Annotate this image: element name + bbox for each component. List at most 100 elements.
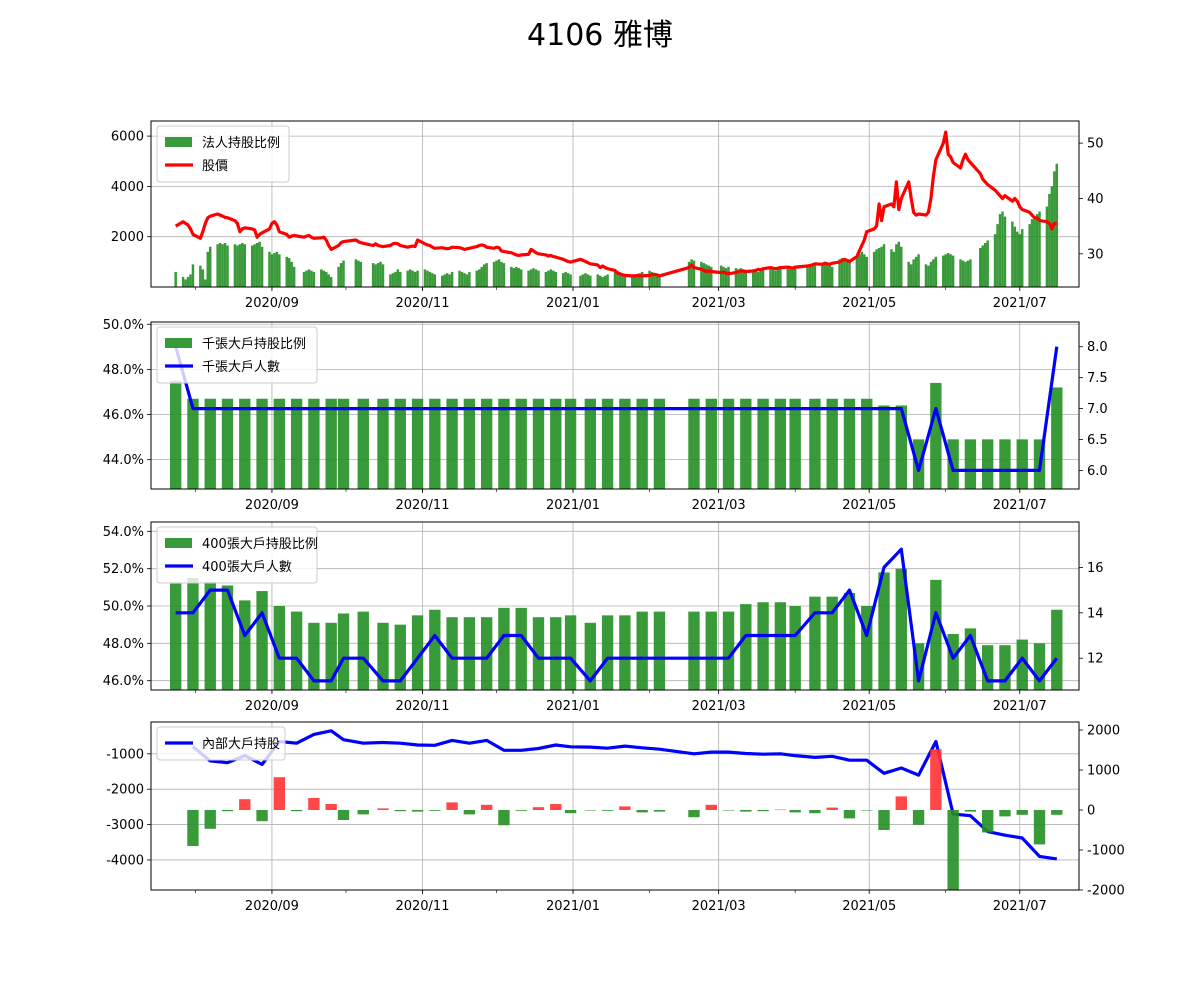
bar bbox=[979, 248, 982, 287]
bar bbox=[949, 254, 952, 287]
bar bbox=[174, 271, 177, 287]
bar bbox=[199, 265, 202, 287]
bar bbox=[278, 254, 281, 287]
bar bbox=[1051, 609, 1063, 690]
legend-swatch bbox=[165, 538, 192, 548]
bar bbox=[776, 269, 780, 287]
bar bbox=[878, 405, 890, 489]
bar bbox=[892, 251, 896, 287]
bar bbox=[498, 607, 510, 690]
bar bbox=[322, 270, 325, 287]
bar bbox=[687, 261, 691, 287]
bar bbox=[757, 810, 769, 812]
bar bbox=[774, 809, 787, 811]
bar bbox=[809, 810, 821, 814]
bar bbox=[964, 439, 977, 489]
bar bbox=[325, 398, 337, 489]
bar bbox=[497, 259, 501, 287]
bar bbox=[724, 268, 728, 287]
y-left-tick-label: 50.0% bbox=[103, 600, 144, 615]
bar bbox=[475, 270, 479, 287]
bar bbox=[564, 271, 567, 287]
bar bbox=[502, 263, 506, 287]
bar bbox=[342, 260, 345, 287]
bar bbox=[930, 382, 942, 489]
bar bbox=[1016, 231, 1019, 287]
y-right-tick-label: 7.0 bbox=[1087, 402, 1108, 417]
bar bbox=[838, 259, 841, 287]
bar bbox=[932, 259, 935, 287]
y-left-tick-label: 52.0% bbox=[103, 562, 144, 577]
bar bbox=[912, 643, 925, 690]
y-right-tick-label: 7.5 bbox=[1087, 371, 1108, 386]
bar bbox=[912, 439, 925, 489]
y-left-tick-label: -2000 bbox=[106, 783, 144, 798]
bar bbox=[357, 260, 360, 287]
bar bbox=[238, 244, 242, 287]
bar bbox=[239, 600, 251, 690]
bar bbox=[959, 259, 962, 287]
bar bbox=[416, 270, 419, 287]
bar bbox=[982, 439, 994, 489]
bar bbox=[357, 398, 369, 489]
bar bbox=[934, 256, 938, 287]
y-right-tick-label: 14 bbox=[1087, 606, 1104, 621]
bar bbox=[761, 269, 765, 287]
bar bbox=[446, 617, 458, 690]
legend-label: 內部大戶持股 bbox=[202, 737, 280, 752]
bar bbox=[586, 274, 590, 287]
bar bbox=[532, 617, 545, 690]
bar bbox=[1016, 639, 1028, 690]
bar bbox=[519, 269, 523, 287]
bar bbox=[789, 268, 792, 287]
bar bbox=[478, 269, 481, 287]
y-right-tick-label: 30 bbox=[1087, 247, 1104, 262]
bar bbox=[603, 275, 607, 287]
bar bbox=[650, 271, 654, 287]
bar bbox=[337, 266, 340, 287]
legend-label: 400張大戶持股比例 bbox=[202, 537, 318, 552]
bar bbox=[690, 259, 693, 287]
bar bbox=[739, 268, 743, 287]
series-line bbox=[174, 346, 1059, 472]
plot-frame bbox=[150, 521, 1080, 691]
bar bbox=[290, 810, 303, 812]
x-tick-label: 2020/11 bbox=[395, 296, 449, 311]
bar bbox=[1045, 206, 1049, 287]
bar bbox=[302, 271, 306, 287]
y-right-tick-label: 1000 bbox=[1087, 764, 1120, 779]
y-right-tick-label: 50 bbox=[1087, 137, 1104, 152]
x-tick-label: 2020/09 bbox=[245, 899, 299, 914]
y-left-tick-label: 46.0% bbox=[103, 408, 144, 423]
bar bbox=[757, 398, 769, 489]
bar bbox=[618, 273, 622, 287]
bar bbox=[201, 269, 205, 287]
bar bbox=[909, 264, 913, 287]
bar bbox=[189, 274, 192, 287]
bar bbox=[429, 398, 441, 489]
x-tick-label: 2021/07 bbox=[993, 498, 1047, 513]
bar bbox=[569, 274, 572, 287]
bar bbox=[337, 810, 350, 820]
bar bbox=[774, 270, 777, 287]
bar bbox=[793, 268, 797, 287]
bar bbox=[500, 261, 503, 287]
bar bbox=[774, 398, 787, 489]
bar bbox=[566, 273, 570, 287]
bar bbox=[740, 604, 752, 690]
bar bbox=[619, 806, 631, 810]
bar bbox=[273, 253, 276, 287]
bar bbox=[241, 242, 244, 287]
bar bbox=[964, 261, 967, 287]
plot-frame bbox=[150, 721, 1080, 891]
legend-box bbox=[156, 726, 286, 761]
bar bbox=[860, 251, 864, 287]
bar bbox=[450, 271, 454, 287]
bar bbox=[550, 617, 562, 690]
bar bbox=[947, 810, 959, 890]
bar bbox=[446, 802, 458, 810]
bar bbox=[638, 273, 641, 287]
y-right-tick-label: 16 bbox=[1087, 561, 1104, 576]
bar bbox=[897, 241, 901, 287]
bar bbox=[635, 274, 639, 287]
